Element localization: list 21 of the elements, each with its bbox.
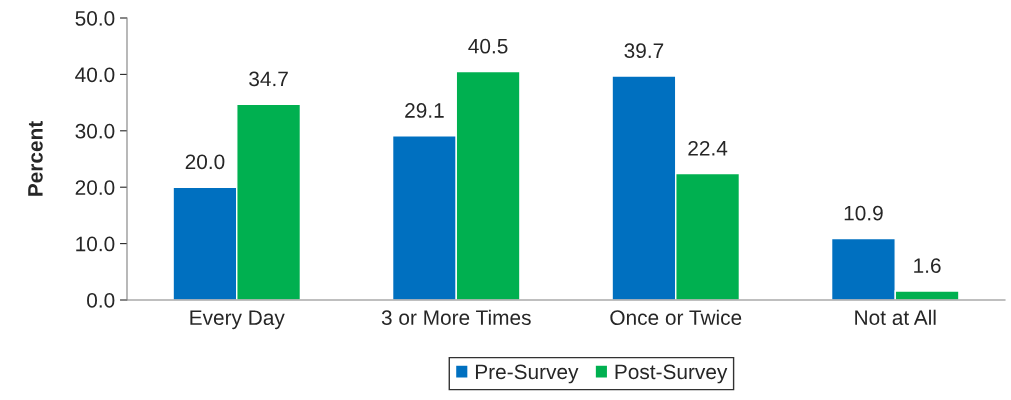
data-label: 34.7 (249, 71, 288, 87)
data-label: 40.5 (468, 38, 508, 54)
data-label: 1.6 (914, 258, 941, 273)
y-axis-title: Percent (28, 121, 43, 196)
y-tick-label: 10.0 (76, 236, 115, 252)
legend-label: Pre-Survey (475, 364, 579, 384)
y-tick-label: 50.0 (75, 11, 115, 26)
y-tick-label: 40.0 (75, 67, 115, 83)
x-tick-label: Not at All (855, 309, 936, 326)
data-label: 22.4 (688, 140, 728, 156)
x-tick-label: 3 or More Times (381, 309, 531, 326)
data-label: 29.1 (405, 103, 444, 118)
y-tick-label: 20.0 (75, 180, 115, 195)
data-label: 10.9 (844, 205, 883, 221)
y-tick-label: 0.0 (87, 293, 115, 308)
data-label: 20.0 (185, 154, 225, 170)
legend-label: Post-Survey (615, 364, 728, 384)
data-label: 39.7 (624, 43, 664, 59)
y-tick-label: 30.0 (75, 123, 115, 139)
x-tick-label: Once or Twice (610, 309, 742, 326)
x-tick-label: Every Day (190, 310, 285, 330)
